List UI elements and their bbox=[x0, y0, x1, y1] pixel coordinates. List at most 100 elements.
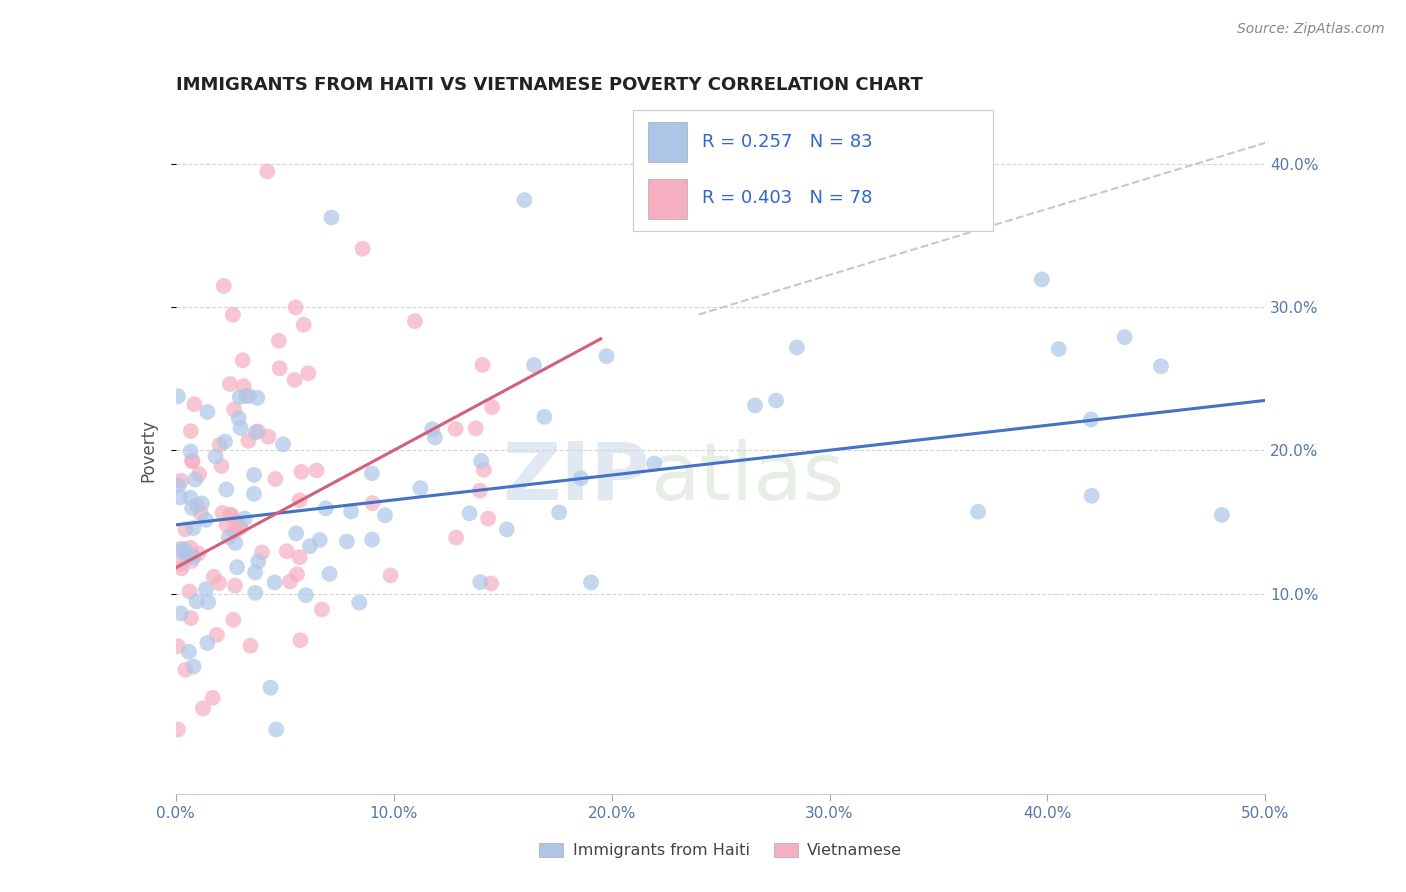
Point bbox=[243, 467, 266, 482]
Point bbox=[744, 398, 766, 412]
Legend: Immigrants from Haiti, Vietnamese: Immigrants from Haiti, Vietnamese bbox=[533, 837, 908, 865]
Point bbox=[1031, 272, 1053, 286]
Point bbox=[180, 611, 202, 625]
Y-axis label: Poverty: Poverty bbox=[139, 419, 157, 482]
Point bbox=[186, 594, 208, 608]
Point bbox=[181, 500, 204, 515]
Point bbox=[183, 397, 205, 411]
Point bbox=[290, 465, 312, 479]
Point bbox=[219, 508, 242, 522]
Point bbox=[271, 437, 294, 451]
Point bbox=[195, 636, 218, 650]
Point bbox=[201, 690, 224, 705]
Point bbox=[1114, 330, 1136, 344]
Point bbox=[181, 454, 204, 468]
Point bbox=[170, 561, 193, 575]
Point bbox=[1080, 489, 1102, 503]
Point bbox=[226, 560, 249, 574]
Point bbox=[264, 472, 287, 486]
Point bbox=[204, 450, 226, 464]
FancyBboxPatch shape bbox=[648, 122, 688, 162]
Point bbox=[187, 546, 209, 560]
Point bbox=[238, 434, 260, 448]
Point bbox=[1150, 359, 1173, 374]
Point bbox=[202, 570, 225, 584]
Point bbox=[1047, 342, 1070, 356]
Text: atlas: atlas bbox=[650, 439, 844, 517]
Point bbox=[170, 543, 193, 558]
Point bbox=[786, 340, 808, 354]
Point bbox=[183, 659, 205, 673]
Point bbox=[170, 557, 193, 571]
Point bbox=[352, 242, 374, 256]
Point bbox=[468, 483, 491, 498]
Point bbox=[215, 518, 238, 533]
Point bbox=[243, 566, 266, 580]
Point bbox=[176, 550, 198, 565]
Point bbox=[297, 366, 319, 380]
Point bbox=[548, 505, 571, 519]
Point bbox=[186, 498, 208, 512]
Point bbox=[245, 586, 267, 600]
Point bbox=[349, 596, 371, 610]
Text: Source: ZipAtlas.com: Source: ZipAtlas.com bbox=[1237, 22, 1385, 37]
Point bbox=[264, 723, 287, 737]
Point bbox=[420, 422, 443, 436]
Point bbox=[243, 487, 266, 501]
Point bbox=[257, 430, 280, 444]
Point bbox=[215, 483, 238, 497]
Point bbox=[470, 575, 492, 590]
Point bbox=[495, 523, 517, 537]
Point bbox=[513, 193, 536, 207]
Point bbox=[481, 400, 503, 414]
Text: IMMIGRANTS FROM HAITI VS VIETNAMESE POVERTY CORRELATION CHART: IMMIGRANTS FROM HAITI VS VIETNAMESE POVE… bbox=[176, 77, 922, 95]
Point bbox=[173, 541, 195, 556]
Point bbox=[208, 576, 231, 591]
Point bbox=[285, 567, 308, 582]
Point bbox=[409, 481, 432, 495]
Point bbox=[298, 539, 321, 553]
Point bbox=[595, 349, 617, 363]
Point bbox=[318, 566, 340, 581]
Point bbox=[224, 402, 246, 417]
Point bbox=[471, 358, 494, 372]
Point bbox=[174, 663, 197, 677]
Point bbox=[218, 530, 240, 544]
Point bbox=[211, 506, 233, 520]
Point bbox=[170, 474, 193, 488]
Point bbox=[292, 318, 315, 332]
Point bbox=[180, 554, 202, 568]
Point bbox=[174, 523, 197, 537]
Point bbox=[224, 578, 246, 592]
Point bbox=[211, 458, 233, 473]
Point bbox=[205, 628, 228, 642]
Point bbox=[181, 550, 204, 565]
Point bbox=[477, 511, 499, 525]
Point bbox=[167, 639, 190, 653]
Text: R = 0.257   N = 83: R = 0.257 N = 83 bbox=[702, 133, 872, 151]
Text: ZIP: ZIP bbox=[502, 439, 650, 517]
Point bbox=[222, 613, 245, 627]
Point bbox=[259, 681, 281, 695]
Point bbox=[423, 430, 446, 444]
Point bbox=[177, 645, 200, 659]
Point bbox=[167, 478, 190, 492]
Point bbox=[284, 301, 307, 315]
Point bbox=[184, 473, 207, 487]
Point bbox=[219, 376, 242, 391]
Point bbox=[321, 211, 343, 225]
Point bbox=[472, 463, 495, 477]
Point bbox=[360, 467, 382, 481]
Point bbox=[235, 389, 257, 403]
Point bbox=[169, 491, 191, 505]
Text: R = 0.403   N = 78: R = 0.403 N = 78 bbox=[702, 189, 872, 207]
Point bbox=[464, 421, 486, 435]
Point bbox=[311, 602, 333, 616]
Point bbox=[458, 506, 481, 520]
Point bbox=[579, 575, 602, 590]
Point bbox=[444, 422, 467, 436]
Point bbox=[523, 358, 546, 372]
Point bbox=[229, 521, 252, 535]
Point bbox=[569, 471, 592, 485]
Point bbox=[169, 541, 191, 556]
